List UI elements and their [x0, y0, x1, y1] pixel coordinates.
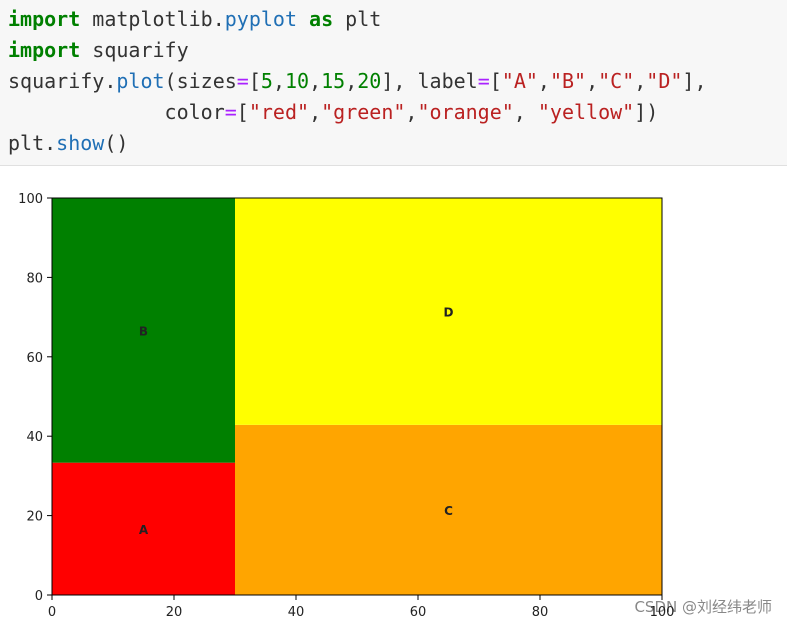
cell-label: A — [139, 523, 149, 537]
code-line: import matplotlib.pyplot as plt — [8, 4, 787, 35]
x-tick-label: 80 — [532, 605, 549, 620]
code-token: , — [309, 100, 322, 124]
y-tick-label: 100 — [18, 192, 43, 207]
x-tick-label: 20 — [166, 605, 183, 620]
chart: CSDN @刘经纬老师 A B C D 0 20 40 60 80 100 0 20 40 60 80 100 — [18, 192, 772, 620]
code-line: import squarify — [8, 35, 787, 66]
y-tick-label: 40 — [26, 430, 43, 445]
code-token: "A" — [501, 69, 538, 93]
code-token: 5 — [260, 69, 273, 93]
code-token: plt. — [8, 131, 57, 155]
code-token: plt — [333, 7, 382, 31]
code-token: color — [8, 100, 225, 124]
y-tick-label: 80 — [26, 271, 43, 286]
y-tick-label: 20 — [26, 510, 43, 525]
code-token: 10 — [284, 69, 310, 93]
code-token: show — [56, 131, 105, 155]
code-line: color=["red","green","orange", "yellow"]… — [8, 97, 787, 128]
code-token: "D" — [646, 69, 683, 93]
x-tick-label: 0 — [48, 605, 56, 620]
code-token: , — [634, 69, 647, 93]
code-token: [ — [248, 69, 261, 93]
code-token: () — [104, 131, 129, 155]
code-cell[interactable]: import matplotlib.pyplot as plt import sq… — [0, 0, 787, 166]
code-token: , — [272, 69, 285, 93]
code-token: , — [586, 69, 599, 93]
code-token: , — [537, 69, 550, 93]
treemap-cell — [52, 462, 235, 595]
code-token: plot — [116, 69, 165, 93]
code-token: [ — [236, 100, 249, 124]
cell-label: D — [444, 305, 454, 319]
code-token: = — [236, 69, 249, 93]
cell-label: C — [444, 504, 453, 518]
watermark: CSDN @刘经纬老师 — [634, 598, 772, 616]
code-token: ], — [682, 69, 707, 93]
code-token: , — [309, 69, 322, 93]
code-token: "green" — [321, 100, 406, 124]
x-tick-label: 40 — [288, 605, 305, 620]
treemap-cell — [235, 198, 662, 425]
code-token: squarify. — [8, 69, 117, 93]
code-token: "B" — [549, 69, 587, 93]
code-token: as — [297, 7, 334, 31]
treemap-cell — [235, 424, 662, 595]
code-token: "C" — [598, 69, 635, 93]
code-token: ], label — [381, 69, 478, 93]
code-token: 15 — [321, 69, 346, 93]
code-token: "yellow" — [537, 100, 635, 124]
code-token: = — [477, 69, 490, 93]
code-token: pyplot — [224, 7, 297, 31]
code-token: squarify — [80, 38, 189, 62]
code-token: import — [8, 7, 81, 31]
code-token: [ — [489, 69, 502, 93]
x-tick-label: 100 — [650, 605, 675, 620]
code-line: squarify.plot(sizes=[5,10,15,20], label=… — [8, 66, 787, 97]
code-token: , — [405, 100, 418, 124]
cell-label: B — [139, 324, 148, 338]
code-token: import — [8, 38, 81, 62]
code-token: (sizes — [164, 69, 237, 93]
code-line: plt.show() — [8, 128, 787, 159]
code-token: matplotlib. — [80, 7, 225, 31]
code-token: 20 — [357, 69, 382, 93]
code-token: , — [345, 69, 358, 93]
y-tick-label: 0 — [35, 589, 43, 604]
code-token: ]) — [634, 100, 659, 124]
code-token: , — [513, 100, 538, 124]
axes-frame — [51, 197, 663, 596]
x-tick-label: 60 — [410, 605, 427, 620]
code-token: = — [224, 100, 237, 124]
y-tick-label: 60 — [26, 351, 43, 366]
treemap-cell — [52, 198, 235, 463]
code-token: "red" — [248, 100, 310, 124]
code-token: "orange" — [417, 100, 514, 124]
